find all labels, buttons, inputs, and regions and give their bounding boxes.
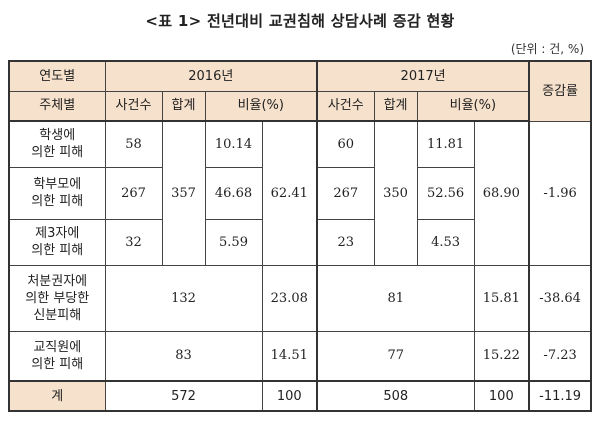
ratio-2017-cell: 52.56 [416,166,475,220]
table-row: 학부모에 의한 피해 267 46.68 267 52.56 [8,166,591,220]
total-row: 계 572 100 508 100 -11.19 [8,380,592,412]
row-label: 제3자에 의한 피해 [8,218,106,266]
total-ratio-2016: 100 [261,380,319,412]
unit-note: (단위 : 건, %) [510,42,584,56]
sum-2017-header: 합계 [373,90,418,122]
change-cell: -38.64 [528,264,592,332]
ratio-2017-cell: 11.81 [416,120,475,168]
row-label-line: 처분권자에 [27,273,88,289]
row-label: 학생에 의한 피해 [8,120,106,168]
row-label: 학부모에 의한 피해 [8,166,106,220]
table-row: 교직원에 의한 피해 83 14.51 77 15.22 -7.23 [8,330,592,382]
sum-2016-cell: 357 [161,120,206,266]
ratio-2016-cell: 23.08 [261,264,319,332]
total-change: -11.19 [528,380,592,412]
group-change-cell: -1.96 [528,120,592,266]
row-label-line: 제3자에 [35,226,80,241]
row-label-line: 의한 부당한 [25,290,90,306]
group-ratio-2016-cell: 62.41 [261,120,319,266]
total-label: 계 [8,380,106,412]
cases-2017-cell: 81 [316,264,475,332]
cases-2016-cell: 32 [104,218,163,266]
row-label-line: 학생에 [39,128,76,144]
row-label-line: 학부모에 [33,177,82,192]
group-ratio-2017-cell: 68.90 [473,120,531,266]
cases-2016-header: 사건수 [104,90,163,122]
row-label-line: 의한 피해 [31,356,84,372]
corner-top: 연도별 [8,60,106,92]
row-label-line: 신분피해 [33,307,82,323]
sum-2017-cell: 350 [373,120,418,266]
ratio-2017-header: 비율(%) [416,90,531,122]
ratio-2016-cell: 14.51 [261,330,319,382]
cases-2017-cell: 267 [316,166,375,220]
ratio-2016-header: 비율(%) [204,90,319,122]
ratio-2016-cell: 46.68 [204,166,263,220]
table-title: <표 1> 전년대비 교권침해 상담사례 증감 현황 [145,12,455,30]
sum-2016-header: 합계 [161,90,206,122]
row-label-line: 교직원에 [33,339,82,355]
table-row: 제3자에 의한 피해 32 5.59 23 4.53 [8,218,591,266]
cases-2017-cell: 60 [316,120,375,168]
cases-2017-cell: 77 [316,330,475,382]
ratio-2017-cell: 15.22 [473,330,531,382]
cases-2017-header: 사건수 [316,90,375,122]
row-label-line: 의한 피해 [31,194,84,209]
cases-2016-cell: 58 [104,120,163,168]
row-label: 처분권자에 의한 부당한 신분피해 [8,264,106,332]
ratio-2017-cell: 15.81 [473,264,531,332]
ratio-2017-cell: 4.53 [416,218,475,266]
ratio-2016-cell: 5.59 [204,218,263,266]
year-2016-header: 2016년 [104,60,319,92]
total-cases-2017: 508 [316,380,475,412]
ratio-2016-cell: 10.14 [204,120,263,168]
row-label: 교직원에 의한 피해 [8,330,106,382]
table-row: 학생에 의한 피해 58 357 10.14 62.41 60 350 11.8… [8,120,592,266]
cases-2016-cell: 132 [104,264,263,332]
table-row: 처분권자에 의한 부당한 신분피해 132 23.08 81 15.81 -38… [8,264,592,332]
corner-bottom: 주체별 [8,90,106,122]
change-header: 증감률 [528,60,592,122]
year-2017-header: 2017년 [316,60,531,92]
cases-2016-cell: 83 [104,330,263,382]
cases-2016-cell: 267 [104,166,163,220]
total-ratio-2017: 100 [473,380,531,412]
cases-2017-cell: 23 [316,218,375,266]
row-label-line: 의한 피해 [31,243,84,258]
change-cell: -7.23 [528,330,592,382]
total-cases-2016: 572 [104,380,263,412]
row-label-line: 의한 피해 [31,145,84,161]
stats-table: 연도별 2016년 2017년 증감률 주체별 사건수 합계 비율(%) 사건수… [8,60,593,412]
